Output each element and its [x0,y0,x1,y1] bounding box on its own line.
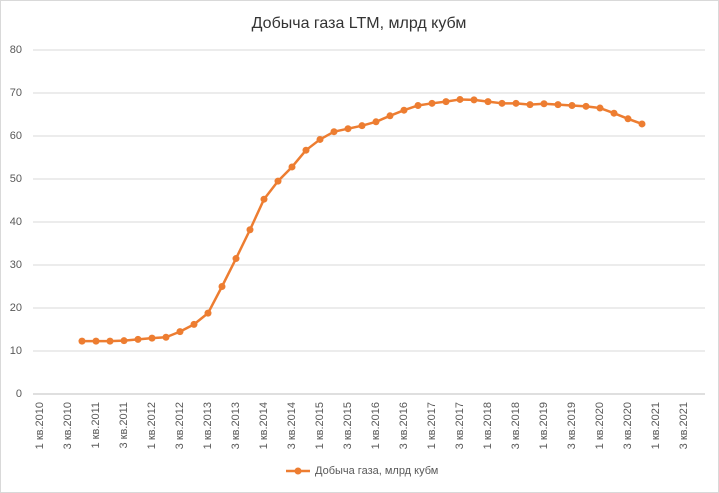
y-tick-label: 40 [10,216,22,228]
marker [400,106,408,114]
marker [232,255,240,263]
marker [204,309,212,317]
x-tick-label: 1 кв.2010 [34,402,46,449]
marker [498,99,506,107]
x-tick-label: 3 кв.2012 [174,402,186,449]
marker [316,135,324,143]
x-tick-label: 1 кв.2014 [258,402,270,449]
x-tick-label: 3 кв.2014 [286,402,298,449]
y-tick-label: 20 [10,302,22,314]
x-tick-label: 1 кв.2012 [146,402,158,449]
marker [106,337,114,345]
y-tick-label: 60 [10,130,22,142]
x-tick-label: 3 кв.2011 [118,402,130,449]
x-tick-label: 3 кв.2010 [62,402,74,449]
legend-label: Добыча газа, млрд кубм [315,465,438,477]
x-tick-label: 1 кв.2011 [90,402,102,449]
x-tick-label: 3 кв.2016 [398,402,410,449]
marker [260,195,268,203]
marker [218,283,226,290]
x-tick-label: 3 кв.2019 [566,402,578,449]
marker [456,95,464,103]
marker [442,98,450,106]
marker [134,335,142,343]
marker [176,328,184,336]
marker [582,102,590,110]
marker [358,122,366,130]
marker [596,104,604,112]
marker [540,100,548,108]
x-tick-label: 1 кв.2019 [538,402,550,449]
x-tick-label: 1 кв.2015 [314,402,326,449]
marker [120,337,128,345]
marker [526,101,534,109]
x-tick-label: 3 кв.2015 [342,402,354,449]
marker [274,177,282,185]
x-tick-label: 3 кв.2020 [622,402,634,449]
marker [414,101,422,109]
marker [190,320,198,328]
marker [428,99,436,107]
marker [302,146,310,154]
y-tick-label: 30 [10,259,22,271]
marker [624,115,632,123]
y-tick-label: 80 [10,44,22,56]
x-tick-label: 1 кв.2017 [426,402,438,449]
marker [288,163,296,171]
marker [246,226,254,234]
x-tick-label: 1 кв.2016 [370,402,382,449]
marker [92,337,100,345]
x-tick-label: 3 кв.2013 [230,402,242,449]
x-tick-label: 1 кв.2013 [202,402,214,449]
y-tick-label: 50 [10,173,22,185]
marker [78,337,86,345]
chart-title: Добыча газа LTM, млрд кубм [252,15,467,32]
marker [568,101,576,109]
marker [512,99,520,107]
marker [386,112,394,120]
x-tick-label: 1 кв.2020 [594,402,606,449]
x-tick-label: 3 кв.2021 [678,402,690,449]
x-tick-label: 1 кв.2018 [482,402,494,449]
legend-marker [294,467,302,475]
y-tick-label: 70 [10,87,22,99]
marker [610,109,618,117]
x-tick-label: 3 кв.2018 [510,402,522,449]
x-tick-label: 3 кв.2017 [454,402,466,449]
marker [554,101,562,109]
marker [470,96,478,104]
marker [162,333,170,341]
marker [344,125,352,133]
marker [330,128,338,136]
marker [484,98,492,106]
marker [372,118,380,126]
marker [148,334,156,342]
y-tick-label: 0 [16,388,22,400]
marker [638,120,646,128]
x-tick-label: 1 кв.2021 [650,402,662,449]
y-tick-label: 10 [10,345,22,357]
